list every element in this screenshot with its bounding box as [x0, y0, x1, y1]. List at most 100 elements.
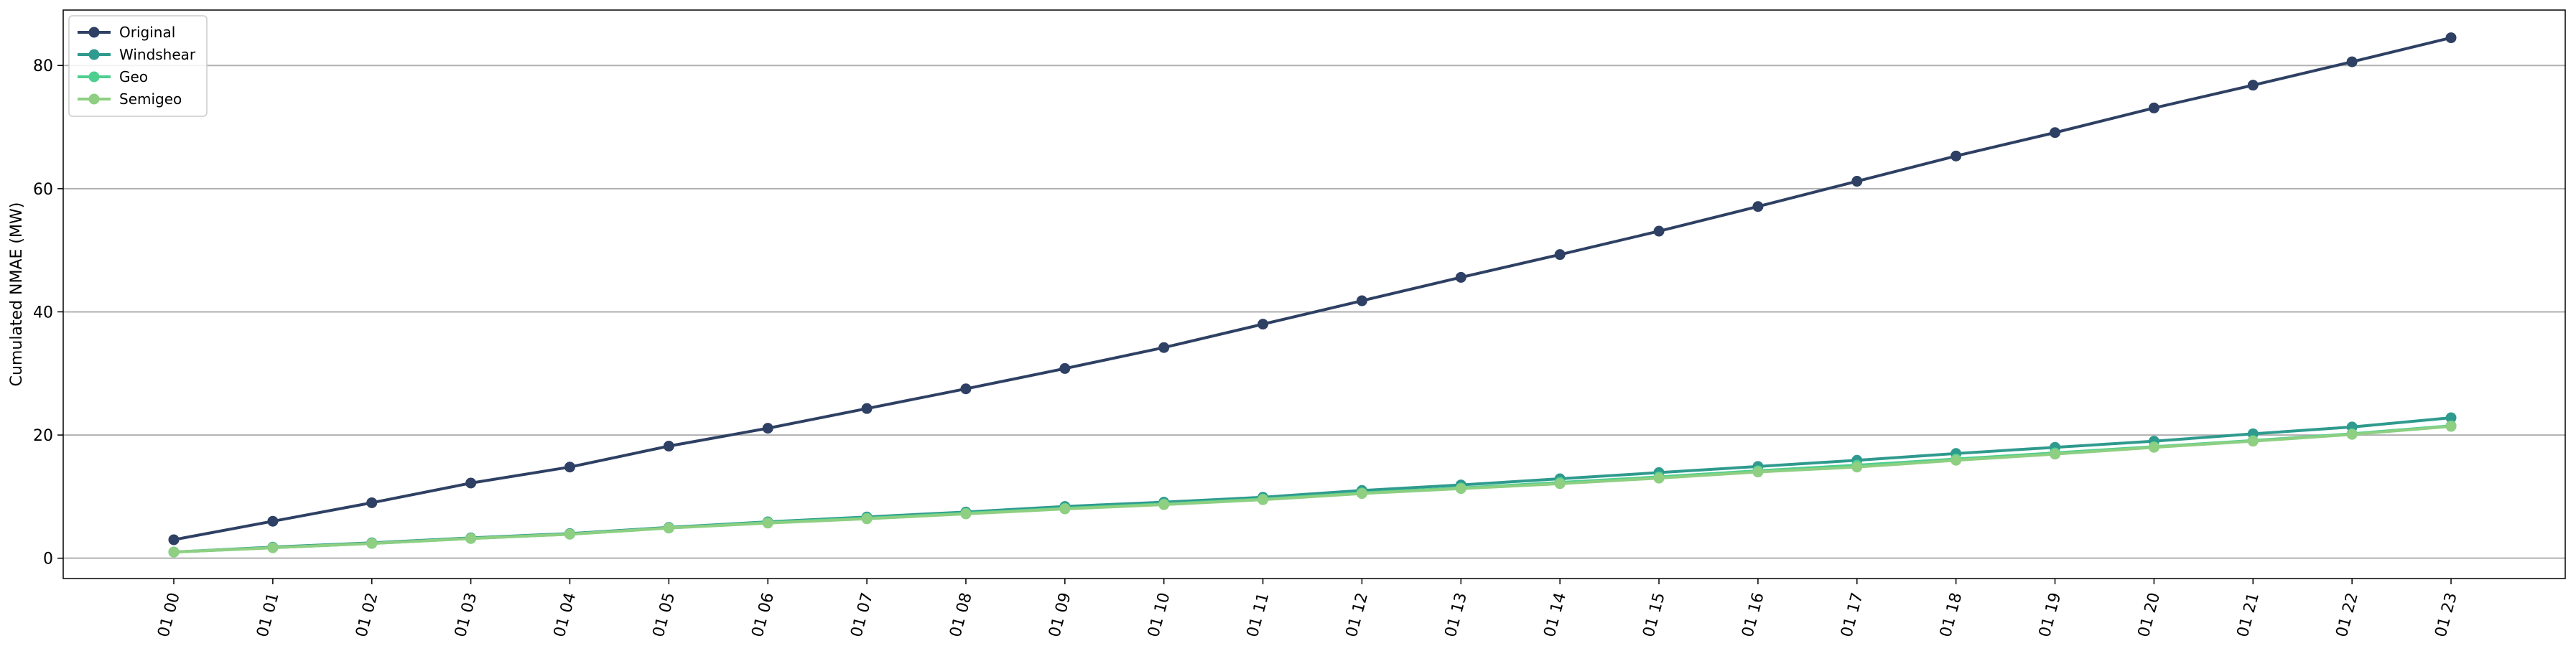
x-tick-label: 01 20	[2135, 591, 2164, 639]
data-point	[1554, 249, 1566, 261]
x-tick-label: 01 05	[650, 591, 679, 639]
x-tick-label: 01 18	[1937, 591, 1966, 639]
data-point	[168, 534, 180, 546]
data-point	[1950, 454, 1962, 466]
data-point	[1158, 499, 1170, 510]
data-point	[2346, 56, 2358, 67]
data-point	[861, 513, 873, 525]
x-tick-label: 01 14	[1541, 591, 1570, 639]
x-tick-label: 01 15	[1640, 591, 1668, 639]
legend-label: Semigeo	[119, 90, 182, 108]
series-lines	[168, 32, 2457, 558]
x-tick-label: 01 02	[353, 591, 381, 639]
data-point	[1950, 150, 1962, 162]
series-line	[173, 425, 2452, 554]
y-tick-label: 60	[33, 181, 53, 199]
data-point	[960, 508, 972, 520]
x-tick-label: 01 09	[1046, 591, 1074, 639]
data-point	[1257, 494, 1269, 505]
data-point	[1356, 295, 1367, 306]
legend-label: Geo	[119, 68, 148, 85]
x-tick-label: 01 21	[2234, 591, 2263, 639]
x-tick-label: 01 22	[2333, 591, 2361, 639]
series-line	[173, 416, 2452, 554]
data-point	[762, 518, 773, 529]
series-semigeo	[168, 421, 2457, 558]
data-point	[2247, 80, 2259, 91]
data-point	[465, 533, 477, 544]
y-tick-label: 20	[33, 427, 53, 445]
legend-item: Semigeo	[78, 90, 182, 108]
x-tick-label: 01 08	[947, 591, 975, 639]
data-point	[1356, 488, 1367, 500]
data-point	[2247, 436, 2259, 447]
data-point	[1851, 462, 1863, 473]
data-point	[2148, 441, 2159, 453]
x-tick-label: 01 13	[1442, 591, 1471, 639]
data-point	[564, 528, 575, 540]
x-tick-label: 01 07	[847, 591, 876, 639]
legend-item: Windshear	[78, 46, 196, 63]
legend-label: Original	[119, 24, 175, 41]
data-point	[366, 538, 378, 549]
legend-swatch-marker	[88, 49, 100, 60]
x-tick-label: 01 00	[154, 591, 183, 639]
x-tick-label: 01 04	[551, 591, 580, 639]
data-point	[168, 546, 180, 558]
data-point	[267, 515, 279, 527]
x-tick-label: 01 06	[749, 591, 778, 639]
data-point	[267, 542, 279, 553]
data-point	[564, 462, 575, 473]
data-point	[663, 441, 674, 452]
x-tick-label: 01 23	[2432, 591, 2460, 639]
series-line	[173, 36, 2452, 541]
legend-item: Geo	[78, 68, 148, 85]
data-point	[861, 403, 873, 414]
data-point	[1059, 503, 1071, 515]
data-point	[2050, 449, 2061, 460]
legend-swatch-marker	[88, 93, 100, 105]
data-point	[366, 497, 378, 508]
legend-item: Original	[78, 24, 175, 41]
data-point	[1257, 319, 1269, 330]
data-point	[663, 523, 674, 534]
x-tick-label: 01 03	[452, 591, 480, 639]
y-tick-label: 0	[43, 551, 53, 568]
x-axis: 01 00 01 01 01 02 01 03 01 04 01 05 01 06 01 07…	[154, 579, 2461, 639]
data-point	[2148, 102, 2159, 113]
data-point	[465, 477, 477, 489]
y-tick-label: 40	[33, 304, 53, 322]
data-point	[1653, 472, 1665, 484]
data-point	[1455, 271, 1466, 283]
data-point	[2445, 412, 2457, 423]
data-point	[2050, 127, 2061, 139]
data-point	[2346, 429, 2358, 440]
x-tick-label: 01 01	[254, 591, 282, 639]
data-point	[1059, 362, 1071, 374]
data-point	[1158, 342, 1170, 353]
plot-area-frame	[62, 9, 2566, 579]
data-point	[1455, 483, 1466, 495]
legend: Original Windshear Geo Semigeo	[68, 15, 208, 117]
legend-swatch-marker	[88, 71, 100, 83]
data-point	[1653, 225, 1665, 237]
data-point	[1851, 176, 1863, 187]
data-point	[762, 423, 773, 434]
data-point	[1752, 467, 1764, 478]
data-point	[1752, 201, 1764, 212]
data-point	[2445, 421, 2457, 432]
x-tick-label: 01 10	[1145, 591, 1173, 639]
x-tick-label: 01 19	[2036, 591, 2065, 639]
x-tick-label: 01 11	[1244, 591, 1273, 639]
legend-swatch-marker	[88, 27, 100, 38]
data-point	[2445, 32, 2457, 44]
y-tick-label: 80	[33, 57, 53, 75]
y-axis-label: Cumulated NMAE (MW)	[8, 202, 26, 387]
legend-label: Windshear	[119, 46, 196, 63]
x-tick-label: 01 17	[1838, 591, 1866, 639]
legend-box	[68, 15, 208, 117]
x-tick-label: 01 12	[1343, 591, 1372, 639]
series-original	[168, 32, 2457, 546]
y-axis: 0 20 40 60 80	[33, 57, 63, 568]
